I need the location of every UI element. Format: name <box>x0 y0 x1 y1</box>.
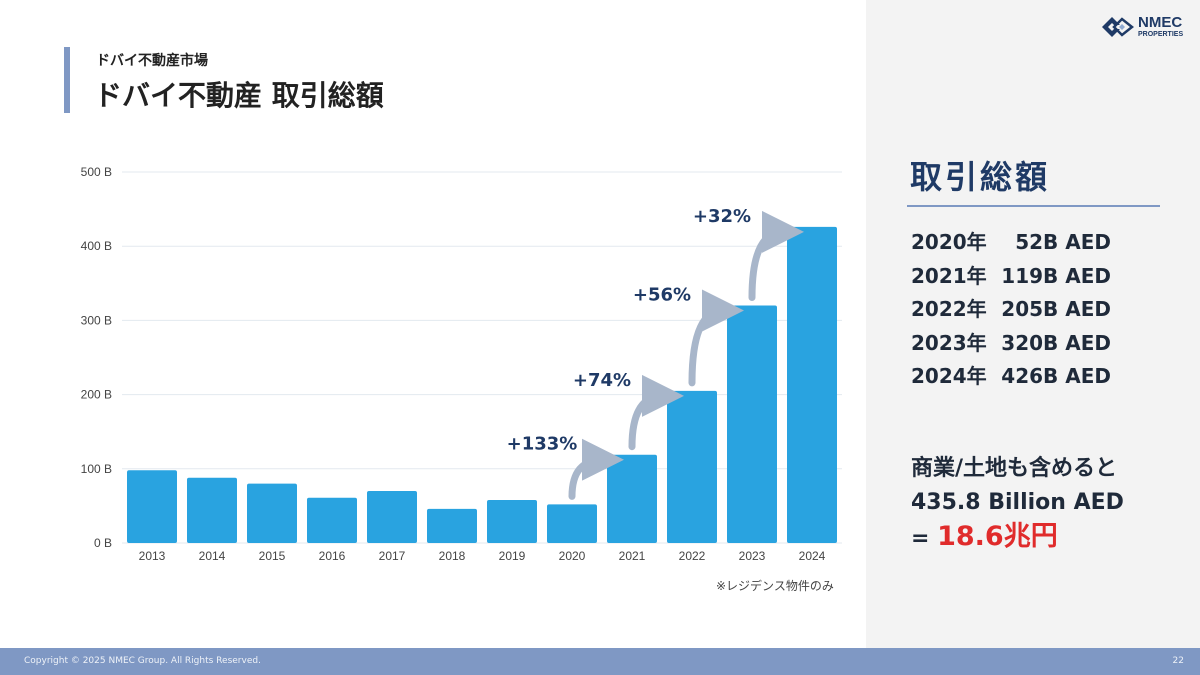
x-tick-label: 2018 <box>439 549 466 563</box>
summary-line2: 435.8 Billion AED <box>911 490 1124 515</box>
x-tick-label: 2015 <box>259 549 286 563</box>
side-year: 2023年 <box>911 330 987 355</box>
x-tick-label: 2014 <box>199 549 226 563</box>
y-tick-label: 500 B <box>81 165 112 179</box>
chart-note: ※レジデンス物件のみ <box>716 579 834 593</box>
y-tick-label: 300 B <box>81 313 112 327</box>
x-tick-label: 2023 <box>739 549 766 563</box>
side-list: 2020年 52B AED 2021年 119B AED 2022年 205B AED… <box>911 226 1111 394</box>
side-divider <box>907 205 1160 207</box>
bar-2014 <box>187 477 237 543</box>
growth-label: +56% <box>633 285 691 306</box>
page-subtitle: ドバイ不動産市場 <box>96 53 208 69</box>
growth-label: +133% <box>507 434 578 455</box>
side-row: 2020年 52B AED <box>911 226 1111 260</box>
bar-2018 <box>427 508 477 543</box>
summary-eq: = <box>911 526 938 551</box>
bar-2024 <box>787 226 837 543</box>
page-title: ドバイ不動産 取引総額 <box>94 79 384 112</box>
y-tick-label: 100 B <box>81 462 112 476</box>
bar-2023 <box>727 305 777 543</box>
x-tick-label: 2021 <box>619 549 646 563</box>
y-tick-label: 0 B <box>94 536 112 550</box>
summary-yen: 18.6兆円 <box>937 521 1058 552</box>
x-tick-label: 2017 <box>379 549 406 563</box>
bar-2015 <box>247 483 297 543</box>
bar-2017 <box>367 491 417 543</box>
growth-arrow-icon <box>628 374 684 451</box>
growth-arrow-icon <box>568 438 624 500</box>
logo-sub: PROPERTIES <box>1138 31 1184 38</box>
bar-2020 <box>547 504 597 543</box>
side-row: 2022年 205B AED <box>911 293 1111 327</box>
page-number: 22 <box>1172 656 1184 666</box>
summary-line1: 商業/土地も含めると <box>911 456 1118 481</box>
bar-2019 <box>487 499 537 543</box>
growth-arrow-icon <box>748 210 804 302</box>
side-year: 2021年 <box>911 263 987 288</box>
side-year: 2024年 <box>911 364 987 388</box>
x-tick-label: 2020 <box>559 549 586 563</box>
side-title: 取引総額 <box>910 158 1051 196</box>
side-summary: 商業/土地も含めると 435.8 Billion AED = 18.6兆円 <box>911 452 1124 554</box>
side-value: 320B AED <box>1001 330 1111 355</box>
bar-2021 <box>607 454 657 543</box>
logo-diamond-icon <box>1102 17 1134 37</box>
bar-2016 <box>307 497 357 543</box>
logo-name: NMEC <box>1138 14 1183 31</box>
y-tick-label: 400 B <box>81 239 112 253</box>
x-tick-label: 2022 <box>679 549 706 563</box>
right-panel <box>866 0 1200 648</box>
title-accent-bar <box>64 47 70 113</box>
side-value: 426B AED <box>1001 364 1111 388</box>
footer: Copyright © 2025 NMEC Group. All Rights … <box>0 648 1200 675</box>
side-value: 52B AED <box>1015 230 1111 254</box>
bar-2022 <box>667 390 717 543</box>
x-tick-label: 2019 <box>499 549 526 563</box>
x-tick-label: 2024 <box>799 549 826 563</box>
side-year: 2020年 <box>911 230 987 254</box>
bar-chart: 0 B 100 B 200 B 300 B 400 B 500 B 2013 2014 2015… <box>81 165 842 563</box>
x-tick-label: 2016 <box>319 549 346 563</box>
y-tick-label: 200 B <box>81 388 112 402</box>
copyright: Copyright © 2025 NMEC Group. All Rights … <box>24 656 261 666</box>
side-row: 2024年 426B AED <box>911 360 1111 394</box>
side-row: 2021年 119B AED <box>911 260 1111 294</box>
logo: NMEC PROPERTIES <box>1100 14 1183 40</box>
side-value: 205B AED <box>1001 297 1111 321</box>
bar-2013 <box>127 470 177 543</box>
side-row: 2023年 320B AED <box>911 327 1111 361</box>
growth-label: +74% <box>573 370 631 391</box>
side-year: 2022年 <box>911 297 987 321</box>
side-value: 119B AED <box>1001 263 1111 288</box>
growth-arrow-icon <box>688 289 744 387</box>
growth-label: +32% <box>693 206 751 227</box>
x-tick-label: 2013 <box>139 549 166 563</box>
